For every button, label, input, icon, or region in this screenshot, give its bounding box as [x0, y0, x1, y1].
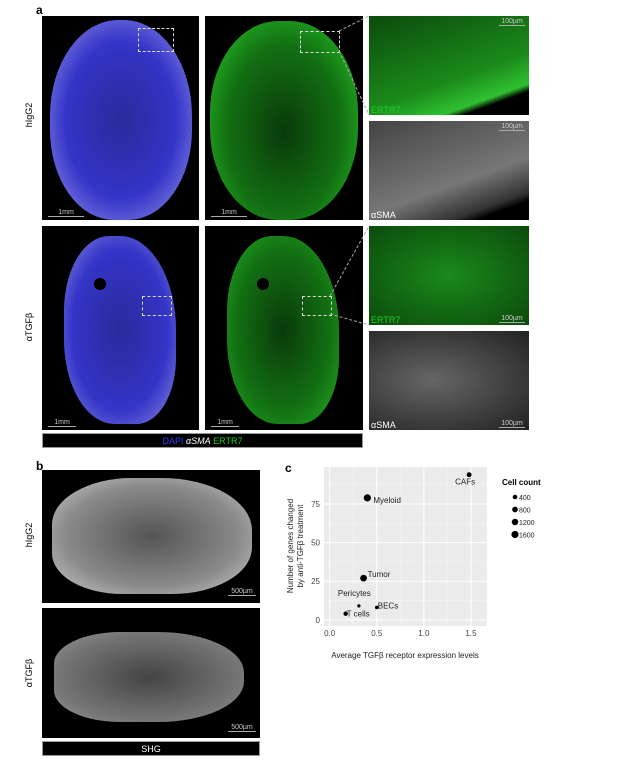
- data-point-cafs: [466, 472, 472, 478]
- zoom-region-box: [138, 28, 174, 52]
- legend-size-label: 400: [519, 495, 531, 502]
- scale-bar-100um: 100µm: [499, 123, 525, 131]
- legend-size-marker: [512, 494, 518, 500]
- y-tick-label: 0: [316, 616, 321, 625]
- channel-label-asma: αSMA: [371, 210, 396, 220]
- panel-a-label: a: [36, 3, 43, 17]
- data-point-becs: [374, 605, 379, 610]
- panel-b-label: b: [36, 459, 44, 473]
- ertr7-image-higg2: 1mm: [205, 16, 363, 220]
- data-point-myeloid: [363, 494, 371, 502]
- point-label: BECs: [378, 601, 398, 610]
- channel-legend-bar: DAPI αSMA ERTR7: [42, 433, 363, 448]
- y-axis-title-line2: by anti-TGFβ treatment: [296, 504, 305, 588]
- point-label: Pericytes: [338, 589, 371, 598]
- shg-image-atgfb: 500µm: [42, 608, 260, 738]
- ertr7-zoom-image-atgfb: ERTR7 100µm: [369, 226, 529, 325]
- panel-c-label: c: [285, 461, 292, 475]
- scale-bar-1mm: 1mm: [211, 209, 247, 217]
- data-point-tumor: [360, 574, 367, 582]
- data-point-t-cells: [343, 611, 348, 616]
- y-axis-title-line1: Number of genes changed: [286, 499, 295, 593]
- x-tick-label: 0.0: [324, 629, 336, 638]
- scale-bar-500um: 500µm: [228, 588, 256, 596]
- scale-bar-500um: 500µm: [228, 724, 256, 732]
- channel-label-asma: αSMA: [371, 420, 396, 430]
- dapi-merge-image-higg2: 1mm: [42, 16, 199, 220]
- point-label: Myeloid: [373, 496, 401, 505]
- legend-asma: αSMA: [186, 436, 211, 446]
- legend-size-marker: [511, 518, 519, 526]
- asma-zoom-image-higg2: 100µm αSMA: [369, 121, 529, 220]
- point-label: Tumor: [368, 570, 391, 579]
- y-tick-label: 75: [311, 500, 320, 509]
- scale-bar-1mm: 1mm: [48, 419, 76, 427]
- y-tick-label: 50: [311, 539, 320, 548]
- zoom-region-box: [142, 296, 172, 316]
- point-label: CAFs: [455, 478, 475, 487]
- zoom-region-box: [300, 31, 340, 53]
- asma-zoom-image-atgfb: αSMA 100µm: [369, 331, 529, 430]
- ertr7-zoom-image-higg2: 100µm ERTR7: [369, 16, 529, 115]
- x-tick-label: 0.5: [371, 629, 383, 638]
- point-label: T cells: [347, 610, 370, 619]
- scale-bar-100um: 100µm: [499, 315, 525, 323]
- scale-bar-1mm: 1mm: [211, 419, 239, 427]
- legend-dapi: DAPI: [162, 436, 184, 446]
- channel-label-ertr7: ERTR7: [371, 105, 401, 115]
- data-point-pericytes: [357, 604, 361, 608]
- plot-panel: [324, 467, 487, 626]
- y-tick-label: 25: [311, 577, 320, 586]
- legend-size-label: 1600: [519, 533, 535, 540]
- zoom-region-box: [302, 296, 332, 316]
- x-tick-label: 1.0: [418, 629, 430, 638]
- x-axis-title: Average TGFβ receptor expression levels: [331, 651, 478, 660]
- legend-size-label: 800: [519, 508, 531, 515]
- shg-image-higg2: 500µm: [42, 470, 260, 603]
- legend-size-marker: [512, 506, 518, 513]
- scale-bar-100um: 100µm: [499, 18, 525, 26]
- legend-size-label: 1200: [519, 520, 535, 527]
- legend-title: Cell count: [502, 478, 541, 487]
- scale-bar-100um: 100µm: [499, 420, 525, 428]
- legend-size-marker: [511, 530, 519, 539]
- dapi-merge-image-atgfb: 1mm: [42, 226, 199, 430]
- zoom-connector-lines: [329, 15, 370, 326]
- legend-ertr7: ERTR7: [213, 436, 243, 446]
- ertr7-image-atgfb: 1mm: [205, 226, 363, 430]
- shg-legend-bar: SHG: [42, 741, 260, 756]
- x-tick-label: 1.5: [465, 629, 477, 638]
- scale-bar-1mm: 1mm: [48, 209, 84, 217]
- channel-label-ertr7: ERTR7: [371, 315, 401, 325]
